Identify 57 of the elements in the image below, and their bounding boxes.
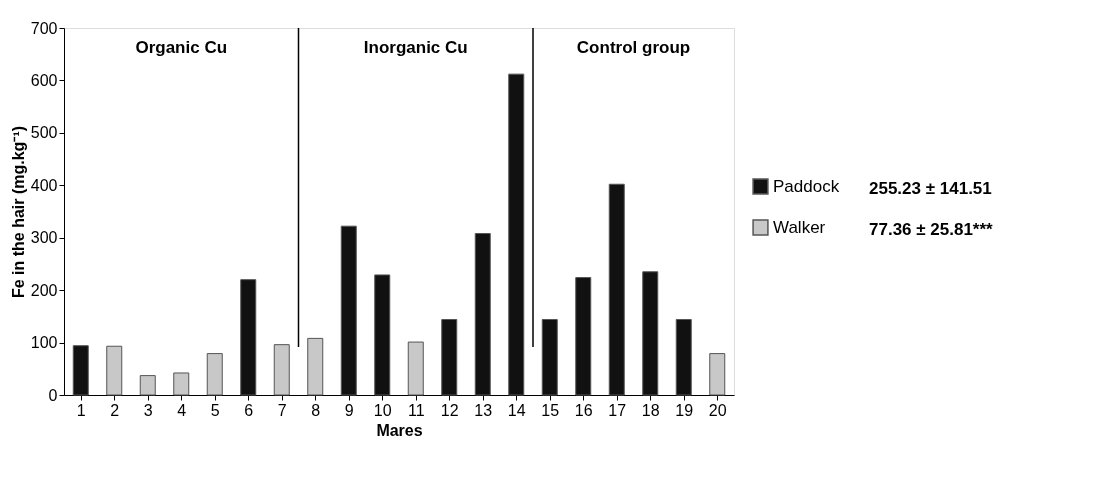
bar (675, 319, 692, 396)
y-tick-label: 400 (30, 176, 58, 194)
bar (307, 337, 324, 396)
y-tick-label: 0 (48, 386, 58, 404)
y-tick-label: 600 (30, 71, 58, 89)
legend-label: Paddock (773, 176, 840, 196)
x-tick-label: 4 (177, 401, 187, 419)
bar (575, 277, 592, 396)
x-tick-label: 20 (708, 401, 727, 419)
bar (541, 319, 558, 396)
bar (441, 319, 458, 396)
x-tick-label: 9 (344, 401, 354, 419)
bar (642, 271, 659, 396)
x-tick-label: 2 (110, 401, 120, 419)
annotation: Inorganic Cu (363, 38, 468, 57)
bar (407, 341, 424, 396)
x-tick-label: 8 (311, 401, 321, 419)
x-tick-label: 7 (277, 401, 287, 419)
x-tick-label: 18 (641, 401, 660, 419)
bar (608, 183, 625, 396)
annotation: Control group (576, 38, 691, 57)
bar (340, 225, 357, 396)
y-tick-label: 300 (30, 229, 58, 247)
x-tick-label: 16 (574, 401, 593, 419)
x-axis-title: Mares (376, 421, 423, 439)
bar (709, 353, 726, 396)
x-tick-label: 5 (210, 401, 220, 419)
x-tick-label: 1 (76, 401, 86, 419)
text: 77.36 ± 25.81*** (869, 220, 994, 239)
x-tick-label: 12 (440, 401, 459, 419)
x-tick-label: 19 (675, 401, 694, 419)
bar (508, 73, 525, 396)
bar (173, 372, 190, 396)
bar (374, 274, 391, 396)
x-tick-label: 6 (244, 401, 254, 419)
x-tick-label: 14 (507, 401, 526, 419)
y-tick-label: 700 (30, 19, 58, 37)
y-tick-label: 500 (30, 124, 58, 142)
x-tick-label: 3 (143, 401, 153, 419)
y-axis-title: Fe in the hair (mg.kg⁻¹) (9, 125, 27, 299)
x-tick-label: 13 (474, 401, 493, 419)
x-tick-label: 11 (407, 401, 425, 419)
annotation: Organic Cu (135, 38, 228, 57)
bar (206, 353, 223, 396)
bar (72, 345, 89, 396)
bar (106, 345, 123, 396)
legend-label: Walker (773, 217, 826, 237)
y-tick-label: 200 (30, 281, 58, 299)
x-tick-label: 10 (373, 401, 392, 419)
bar (139, 375, 156, 396)
text: 255.23 ± 141.51 (869, 179, 992, 198)
y-tick-label: 100 (30, 334, 58, 352)
bar (474, 233, 491, 396)
bar (240, 279, 257, 396)
x-tick-label: 15 (541, 401, 560, 419)
x-tick-label: 17 (608, 401, 627, 419)
bar (273, 344, 290, 396)
